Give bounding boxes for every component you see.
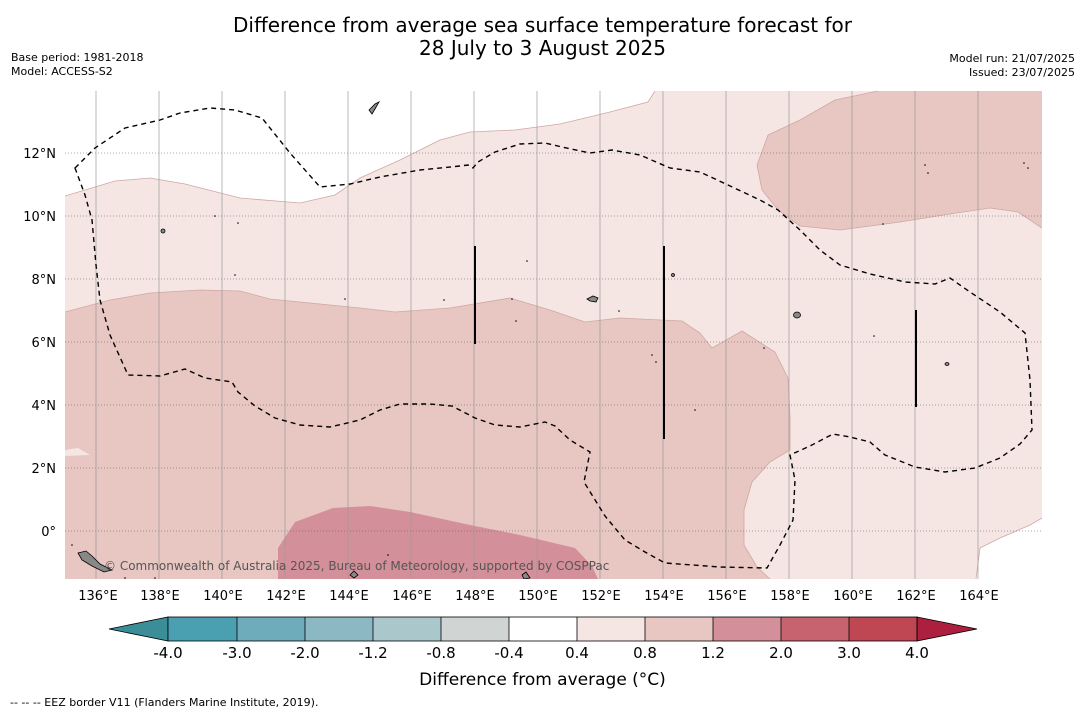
island bbox=[944, 362, 950, 366]
colorbar-tick-label: -0.4 bbox=[494, 644, 523, 662]
anomaly-0.8-1.2-region-ne bbox=[757, 91, 1042, 230]
latitude-axis: 12°N 10°N 8°N 6°N 4°N 2°N 0° bbox=[23, 147, 56, 540]
lon-label: 152°E bbox=[581, 589, 621, 604]
colorbar-extend-high bbox=[916, 616, 978, 642]
colorbar-segment bbox=[237, 617, 305, 641]
colorbar-segment bbox=[509, 617, 577, 641]
run-info: Model run: 21/07/2025 Issued: 23/07/2025 bbox=[949, 52, 1075, 80]
issued-date: Issued: 23/07/2025 bbox=[968, 66, 1075, 79]
lat-label: 0° bbox=[41, 525, 56, 540]
lon-label: 138°E bbox=[140, 589, 180, 604]
colorbar-tick-label: 3.0 bbox=[837, 644, 861, 662]
lon-label: 140°E bbox=[203, 589, 243, 604]
lat-label: 10°N bbox=[23, 210, 56, 225]
colorbar-extend-low bbox=[108, 616, 169, 642]
colorbar-tick-label: -2.0 bbox=[290, 644, 319, 662]
colorbar-segment bbox=[849, 617, 917, 641]
lon-label: 154°E bbox=[644, 589, 684, 604]
colorbar-tick-label: -3.0 bbox=[222, 644, 251, 662]
colorbar-segment bbox=[577, 617, 645, 641]
anomaly-neutral-region-se bbox=[976, 518, 1042, 579]
atolls bbox=[71, 162, 1029, 579]
lon-label: 144°E bbox=[329, 589, 369, 604]
island bbox=[671, 273, 675, 277]
island bbox=[793, 311, 801, 319]
map-title: Difference from average sea surface temp… bbox=[0, 14, 1085, 60]
anomaly-neutral-region bbox=[65, 91, 655, 203]
model-name: Model: ACCESS-S2 bbox=[11, 65, 113, 78]
lon-label: 136°E bbox=[78, 589, 118, 604]
lon-label: 162°E bbox=[896, 589, 936, 604]
colorbar-segment bbox=[305, 617, 373, 641]
colorbar-tick-label: 4.0 bbox=[905, 644, 929, 662]
island bbox=[586, 295, 599, 303]
colorbar-tick-label: 0.4 bbox=[565, 644, 589, 662]
lon-label: 158°E bbox=[770, 589, 810, 604]
boundary-markers bbox=[474, 246, 917, 439]
colorbar-segment bbox=[645, 617, 713, 641]
lon-label: 156°E bbox=[707, 589, 747, 604]
colorbar-tick-label: -0.8 bbox=[426, 644, 455, 662]
title-line-1: Difference from average sea surface temp… bbox=[232, 13, 852, 37]
colorbar-segment bbox=[373, 617, 441, 641]
map-area: © Commonwealth of Australia 2025, Bureau… bbox=[65, 91, 1042, 579]
colorbar: -4.0 -3.0 -2.0 -1.2 -0.8 -0.4 0.4 0.8 1.… bbox=[108, 616, 978, 662]
colorbar-segment bbox=[713, 617, 781, 641]
anomaly-1.2-2.0-region bbox=[278, 506, 598, 579]
latitude-gridlines bbox=[65, 152, 1042, 532]
eez-footnote: -- -- -- EEZ border V11 (Flanders Marine… bbox=[10, 696, 319, 709]
colorbar-segment bbox=[168, 617, 237, 641]
island bbox=[77, 550, 114, 573]
lat-label: 8°N bbox=[32, 273, 57, 288]
lat-label: 12°N bbox=[23, 147, 56, 162]
colorbar-tick-label: -1.2 bbox=[358, 644, 387, 662]
lat-label: 2°N bbox=[32, 462, 57, 477]
model-run-date: Model run: 21/07/2025 bbox=[949, 52, 1075, 65]
colorbar-tick-label: 1.2 bbox=[701, 644, 725, 662]
colorbar-tick-label: 2.0 bbox=[769, 644, 793, 662]
colorbar-tick-label: -4.0 bbox=[153, 644, 182, 662]
longitude-axis: 136°E 138°E 140°E 142°E 144°E 146°E 148°… bbox=[78, 589, 999, 604]
lon-label: 148°E bbox=[455, 589, 495, 604]
island bbox=[160, 228, 166, 234]
islands bbox=[77, 101, 950, 579]
lon-label: 142°E bbox=[266, 589, 306, 604]
base-period-info: Base period: 1981-2018 Model: ACCESS-S2 bbox=[11, 51, 143, 79]
lat-label: 6°N bbox=[32, 336, 57, 351]
eez-border bbox=[74, 107, 1033, 569]
base-period: Base period: 1981-2018 bbox=[11, 51, 144, 64]
lon-label: 164°E bbox=[959, 589, 999, 604]
longitude-gridlines bbox=[95, 91, 979, 579]
anomaly-0.8-1.2-region bbox=[65, 290, 790, 579]
copyright-credit: © Commonwealth of Australia 2025, Bureau… bbox=[104, 559, 609, 573]
lon-label: 150°E bbox=[518, 589, 558, 604]
colorbar-tick-label: 0.8 bbox=[633, 644, 657, 662]
lat-label: 4°N bbox=[32, 399, 57, 414]
colorbar-segment bbox=[441, 617, 509, 641]
lon-label: 146°E bbox=[392, 589, 432, 604]
island bbox=[521, 571, 531, 579]
colorbar-title: Difference from average (°C) bbox=[419, 670, 666, 690]
island bbox=[368, 101, 381, 115]
island bbox=[349, 570, 359, 579]
lon-label: 160°E bbox=[833, 589, 873, 604]
colorbar-segment bbox=[781, 617, 849, 641]
title-line-2: 28 July to 3 August 2025 bbox=[419, 36, 666, 60]
